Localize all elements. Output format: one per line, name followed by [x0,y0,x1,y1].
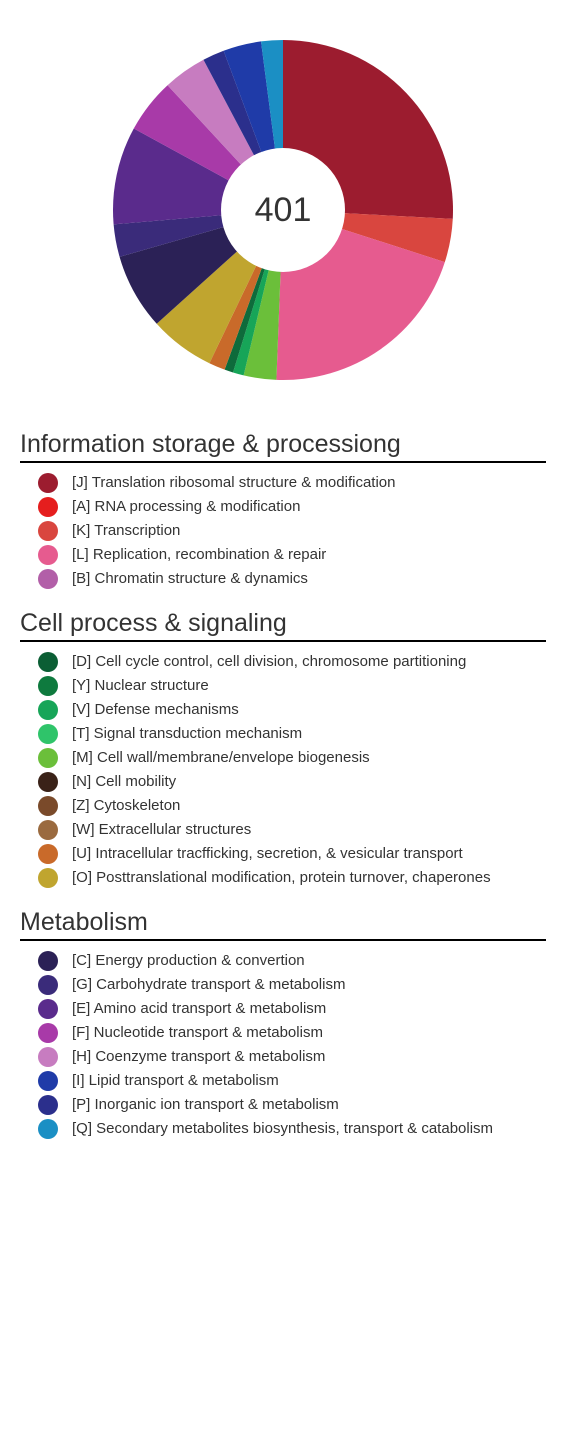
legend-swatch [38,975,58,995]
legend-swatch [38,497,58,517]
legend-label: [G] Carbohydrate transport & metabolism [72,976,345,994]
legend-item: [N] Cell mobility [20,772,546,792]
legend-swatch [38,868,58,888]
legend-item: [T] Signal transduction mechanism [20,724,546,744]
legend-label: [A] RNA processing & modification [72,498,300,516]
legend-swatch [38,796,58,816]
legend-swatch [38,1119,58,1139]
legend-item: [A] RNA processing & modification [20,497,546,517]
legend-swatch [38,569,58,589]
legend-group-title: Metabolism [20,908,546,941]
legend-item: [B] Chromatin structure & dynamics [20,569,546,589]
legend-swatch [38,724,58,744]
legend-label: [I] Lipid transport & metabolism [72,1072,279,1090]
legend-item: [D] Cell cycle control, cell division, c… [20,652,546,672]
legend-label: [D] Cell cycle control, cell division, c… [72,653,466,671]
legend-group-2: Metabolism [C] Energy production & conver… [20,908,546,1139]
legend-label: [M] Cell wall/membrane/envelope biogenes… [72,749,370,767]
legend-label: [C] Energy production & convertion [72,952,305,970]
legend-swatch [38,999,58,1019]
legend-label: [F] Nucleotide transport & metabolism [72,1024,323,1042]
legend-group-0: Information storage & processiong [J] Tra… [20,430,546,589]
legend-item: [Y] Nuclear structure [20,676,546,696]
legend-item: [H] Coenzyme transport & metabolism [20,1047,546,1067]
legend-swatch [38,700,58,720]
legend-label: [N] Cell mobility [72,773,176,791]
legend-item: [G] Carbohydrate transport & metabolism [20,975,546,995]
legend-label: [E] Amino acid transport & metabolism [72,1000,326,1018]
legend-item: [O] Posttranslational modification, prot… [20,868,546,888]
legend-label: [O] Posttranslational modification, prot… [72,869,491,887]
legend-swatch [38,1071,58,1091]
legend-item: [K] Transcription [20,521,546,541]
legend-container: Information storage & processiong [J] Tra… [20,430,546,1139]
legend-swatch [38,1023,58,1043]
legend-swatch [38,521,58,541]
legend-swatch [38,473,58,493]
legend-item: [Z] Cytoskeleton [20,796,546,816]
legend-item: [W] Extracellular structures [20,820,546,840]
legend-item: [I] Lipid transport & metabolism [20,1071,546,1091]
legend-swatch [38,676,58,696]
legend-item: [U] Intracellular tracfficking, secretio… [20,844,546,864]
legend-item: [Q] Secondary metabolites biosynthesis, … [20,1119,546,1139]
legend-item: [C] Energy production & convertion [20,951,546,971]
legend-item: [L] Replication, recombination & repair [20,545,546,565]
legend-label: [U] Intracellular tracfficking, secretio… [72,845,463,863]
legend-label: [J] Translation ribosomal structure & mo… [72,474,395,492]
legend-swatch [38,1047,58,1067]
legend-swatch [38,844,58,864]
legend-label: [Z] Cytoskeleton [72,797,180,815]
legend-swatch [38,545,58,565]
legend-item: [J] Translation ribosomal structure & mo… [20,473,546,493]
legend-label: [Q] Secondary metabolites biosynthesis, … [72,1120,493,1138]
legend-item: [F] Nucleotide transport & metabolism [20,1023,546,1043]
legend-label: [T] Signal transduction mechanism [72,725,302,743]
legend-group-title: Cell process & signaling [20,609,546,642]
legend-label: [W] Extracellular structures [72,821,251,839]
legend-item: [M] Cell wall/membrane/envelope biogenes… [20,748,546,768]
legend-swatch [38,1095,58,1115]
legend-label: [Y] Nuclear structure [72,677,209,695]
legend-item: [P] Inorganic ion transport & metabolism [20,1095,546,1115]
legend-item: [E] Amino acid transport & metabolism [20,999,546,1019]
legend-swatch [38,951,58,971]
legend-group-title: Information storage & processiong [20,430,546,463]
legend-label: [P] Inorganic ion transport & metabolism [72,1096,339,1114]
legend-group-1: Cell process & signaling [D] Cell cycle c… [20,609,546,888]
donut-center-label: 401 [255,191,312,229]
legend-label: [H] Coenzyme transport & metabolism [72,1048,325,1066]
legend-label: [L] Replication, recombination & repair [72,546,326,564]
legend-swatch [38,820,58,840]
legend-label: [B] Chromatin structure & dynamics [72,570,308,588]
legend-swatch [38,748,58,768]
legend-label: [K] Transcription [72,522,180,540]
legend-swatch [38,772,58,792]
legend-label: [V] Defense mechanisms [72,701,239,719]
donut-chart: 401 [20,20,546,400]
legend-swatch [38,652,58,672]
donut-svg: 401 [93,20,473,400]
legend-item: [V] Defense mechanisms [20,700,546,720]
